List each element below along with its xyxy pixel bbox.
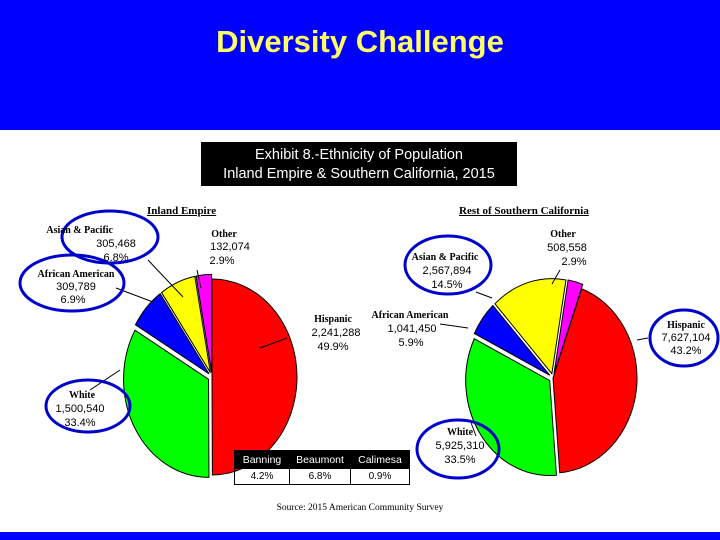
pie-slice-asian-pacific (494, 278, 567, 375)
label-other-left-value: 132,074 (210, 241, 250, 253)
pie-slice-other (195, 273, 213, 373)
chart-panel: Exhibit 8.-Ethnicity of Population Inlan… (0, 130, 720, 532)
label-asian-left-name: Asian & Pacific (46, 225, 113, 236)
label-white-left-value: 1,500,540 (56, 403, 105, 415)
label-asian-left-value: 305,468 (96, 238, 136, 250)
leader-line (89, 369, 121, 391)
leader-line (147, 259, 184, 298)
slide-title: Diversity Challenge (216, 24, 504, 59)
label-asian-right-value: 2,567,894 (423, 265, 472, 277)
pie-slice-hispanic (552, 288, 638, 474)
bottom-bar (0, 532, 720, 540)
exhibit-title-box: Exhibit 8.-Ethnicity of Population Inlan… (201, 142, 517, 186)
label-white-left-percent: 33.4% (64, 417, 95, 429)
label-white-right-name: White (447, 427, 474, 438)
table-header-cell: Banning (234, 450, 290, 469)
inland-empire-title: Inland Empire (147, 205, 217, 217)
table-cell: 4.2% (234, 468, 290, 485)
pie-slice-other (553, 279, 584, 374)
label-other-right-name: Other (550, 229, 576, 240)
table-cell: 6.8% (289, 468, 351, 485)
pie-slice-african-american (473, 304, 551, 376)
label-hispanic-right-name: Hispanic (667, 320, 705, 331)
callout-white-left (44, 378, 132, 434)
label-african-right-name: African American (372, 310, 449, 321)
label-asian-left-percent: 6.8% (103, 252, 128, 264)
label-other-left-percent: 2.9% (209, 255, 234, 267)
label-other-right-percent: 2.9% (561, 256, 586, 268)
table-header-row: Banning Beaumont Calimesa (234, 450, 410, 469)
leader-line (636, 337, 649, 341)
leader-line (439, 323, 469, 329)
label-african-left-name: African American (38, 269, 115, 280)
leader-line (259, 337, 288, 349)
label-hispanic-left-name: Hispanic (314, 314, 352, 325)
label-white-left-name: White (69, 390, 96, 401)
callout-asian-right (403, 234, 493, 296)
label-hispanic-left-value: 2,241,288 (312, 327, 361, 339)
rest-socal-title: Rest of Southern California (459, 205, 589, 217)
label-asian-right-percent: 14.5% (431, 279, 462, 291)
pie-slice-hispanic (211, 278, 298, 476)
callout-white-right (415, 418, 501, 480)
callout-african-left (18, 253, 126, 313)
label-african-left-percent: 6.9% (60, 294, 85, 306)
exhibit-title-line2: Inland Empire & Southern California, 201… (223, 166, 495, 182)
label-asian-right-name: Asian & Pacific (412, 252, 479, 263)
label-african-right-percent: 5.9% (398, 337, 423, 349)
label-african-left-value: 309,789 (56, 281, 96, 293)
label-hispanic-left-percent: 49.9% (317, 341, 348, 353)
leader-line (196, 269, 202, 289)
leader-lines (89, 259, 649, 437)
pie-slice-white (123, 329, 210, 478)
pie-slice-white (465, 338, 557, 477)
pie-rest-socal (465, 278, 638, 477)
city-percent-table: Banning Beaumont Calimesa 4.2% 6.8% 0.9% (234, 450, 410, 485)
table-header-cell: Calimesa (350, 450, 410, 469)
table-row: 4.2% 6.8% 0.9% (234, 468, 410, 485)
pie-slice-asian-pacific (160, 275, 211, 374)
label-hispanic-right-percent: 43.2% (670, 345, 701, 357)
label-african-right-value: 1,041,450 (388, 323, 437, 335)
exhibit-title-line1: Exhibit 8.-Ethnicity of Population (255, 147, 463, 163)
leader-line (475, 291, 493, 299)
label-other-left-name: Other (211, 229, 237, 240)
label-hispanic-right-value: 7,627,104 (662, 332, 711, 344)
leader-line (551, 269, 561, 285)
table-header-cell: Beaumont (289, 450, 351, 469)
pie-charts-svg: Asian & Pacific 305,468 6.8% Other 132,0… (18, 209, 720, 480)
callout-hispanic-right (648, 308, 720, 368)
pie-inland-empire (123, 273, 298, 478)
source-note: Source: 2015 American Community Survey (276, 503, 444, 513)
pie-slice-african-american (134, 292, 210, 375)
label-white-right-percent: 33.5% (444, 454, 475, 466)
table-cell: 0.9% (350, 468, 410, 485)
label-other-right-value: 508,558 (547, 242, 587, 254)
label-white-right-value: 5,925,310 (436, 440, 485, 452)
